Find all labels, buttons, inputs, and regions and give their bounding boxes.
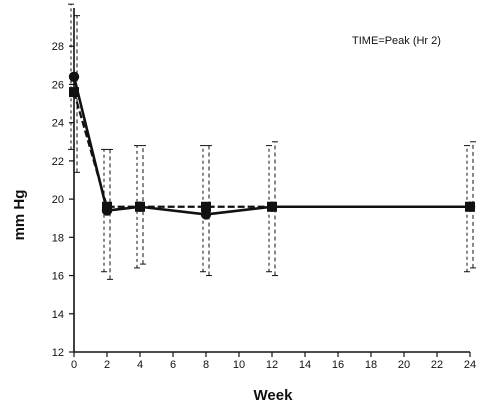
y-tick-label: 24 (52, 118, 64, 130)
series-line (72, 91, 470, 208)
data-point-square (102, 201, 112, 212)
x-tick-label: 4 (137, 359, 143, 371)
data-point-square (465, 201, 475, 212)
x-tick-label: 24 (464, 359, 476, 371)
x-tick-label: 6 (170, 359, 176, 371)
x-tick-label: 12 (266, 359, 278, 371)
series-lines (72, 76, 470, 216)
y-tick-label: 26 (52, 79, 64, 91)
y-tick-label: 20 (52, 194, 64, 206)
data-point-square (201, 201, 211, 212)
chart-text: TIME=Peak (Hr 2) Week mm Hg (11, 35, 441, 404)
x-tick-label: 20 (398, 359, 410, 371)
x-tick-label: 16 (332, 359, 344, 371)
y-tick-label: 22 (52, 156, 64, 168)
data-point-square (267, 201, 277, 212)
x-tick-label: 2 (104, 359, 110, 371)
x-tick-label: 22 (431, 359, 443, 371)
y-axis-label: mm Hg (11, 190, 28, 241)
chart-annotation: TIME=Peak (Hr 2) (352, 35, 441, 47)
data-point-square (69, 87, 79, 98)
x-axis-label: Week (254, 387, 294, 404)
x-tick-label: 8 (203, 359, 209, 371)
x-tick-label: 14 (299, 359, 311, 371)
x-tick-label: 18 (365, 359, 377, 371)
data-point-circle (200, 209, 212, 220)
series-markers (68, 71, 476, 220)
x-tick-label: 10 (233, 359, 245, 371)
data-point-square (135, 201, 145, 212)
y-tick-label: 12 (52, 347, 64, 359)
y-tick-label: 28 (52, 41, 64, 53)
x-tick-label: 0 (71, 359, 77, 371)
y-tick-label: 16 (52, 271, 64, 283)
y-tick-label: 18 (52, 232, 64, 244)
y-tick-label: 14 (52, 309, 64, 321)
data-point-circle (68, 71, 80, 83)
